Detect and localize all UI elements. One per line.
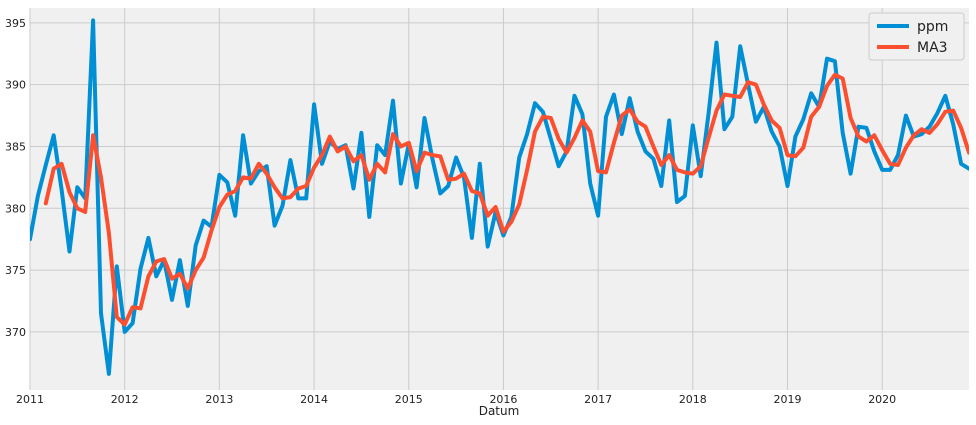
y-tick-label: 375: [5, 264, 26, 277]
x-tick-label: 2019: [774, 393, 802, 406]
series-line-ma3: [43, 72, 969, 327]
x-tick-label: 2011: [16, 393, 44, 406]
x-tick-label: 2016: [489, 393, 517, 406]
x-tick-label: 2014: [300, 393, 328, 406]
grid: [29, 8, 969, 390]
legend: ppm MA3: [868, 12, 965, 61]
x-tick-label: 2020: [868, 393, 896, 406]
x-tick-label: 2015: [395, 393, 423, 406]
y-tick-label: 380: [5, 202, 26, 215]
y-tick-label: 395: [5, 17, 26, 30]
y-tick-label: 390: [5, 79, 26, 92]
legend-label-ppm: ppm: [917, 19, 948, 35]
series-layer: [30, 18, 969, 376]
x-axis-title: Datum: [479, 404, 520, 418]
legend-label-ma3: MA3: [917, 40, 948, 56]
y-tick-label: 370: [5, 326, 26, 339]
x-tick-label: 2013: [205, 393, 233, 406]
x-tick-label: 2018: [679, 393, 707, 406]
y-axis: 370 375 380 385 390 395: [5, 17, 26, 339]
x-tick-label: 2012: [111, 393, 139, 406]
x-axis: 2011 2012 2013 2014 2015 2016 2017 2018 2019 2020: [16, 393, 896, 406]
x-tick-label: 2017: [584, 393, 612, 406]
plot-background: [30, 8, 969, 390]
y-tick-label: 385: [5, 140, 26, 153]
